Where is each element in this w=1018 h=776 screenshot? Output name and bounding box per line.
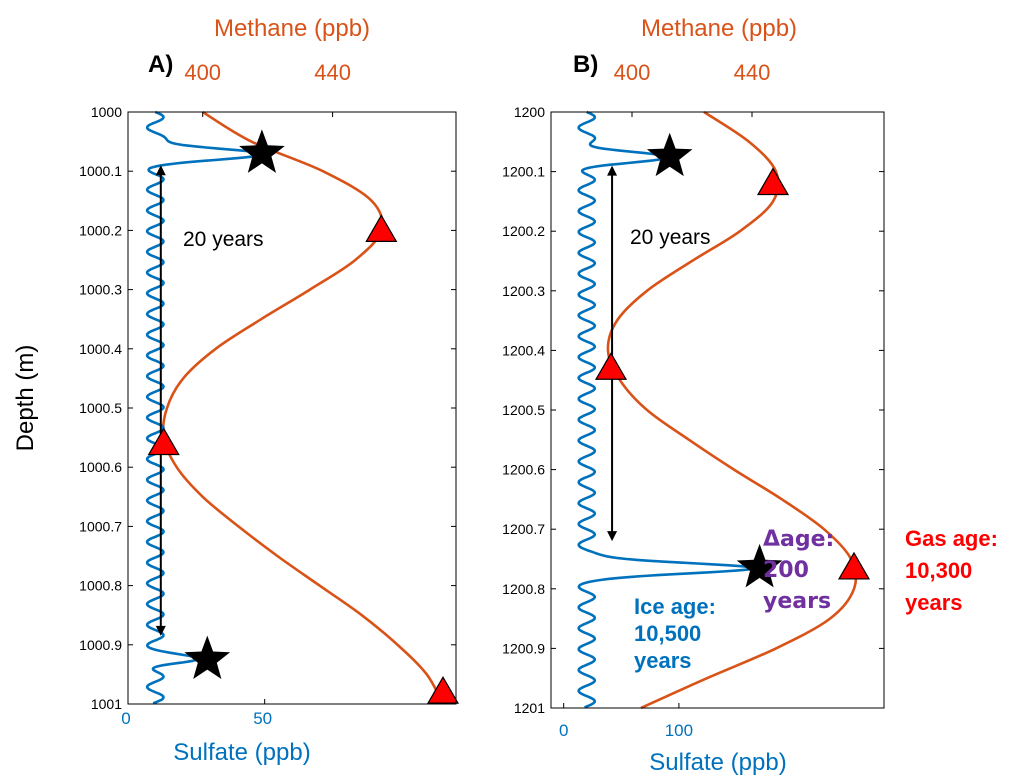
panel-a-y-tick-label: 1000.8 [79, 578, 122, 594]
ice-age-label: Ice age: 10,500 years [634, 594, 716, 673]
panel-a-methane-line [161, 110, 445, 705]
panel-a: A) Methane (ppb) Sulfate (ppb) 1000 1000.… [79, 15, 460, 766]
panel-a-sulfate-line [145, 110, 264, 705]
panel-b-sulfate-line [577, 110, 755, 709]
panel-b-methane-axis-label: Methane (ppb) [641, 15, 797, 42]
panel-b-methane-triangle [756, 167, 790, 196]
panel-a-y-tick-label: 1000.7 [79, 518, 122, 534]
panel-b-y-tick-label: 1200.4 [502, 342, 545, 358]
panel-a-sulfate-star [184, 635, 231, 679]
panel-a-y-tick-label: 1000.1 [79, 163, 122, 179]
panel-b-y-tick-label: 1200.8 [502, 581, 545, 597]
panel-b-y-tick-label: 1200.5 [502, 402, 545, 418]
panel-a-y-tick-label: 1001 [91, 696, 122, 712]
ice-age-line-2: 10,500 [634, 621, 701, 646]
panel-b-y-tick-label: 1200 [514, 104, 545, 120]
panel-a-y-tick-label: 1000.9 [79, 637, 122, 653]
panel-b-y-tick-label: 1200.7 [502, 521, 545, 537]
panel-a-twenty-years: 20 years [183, 228, 264, 251]
panel-a-sulfate-axis-label: Sulfate (ppb) [173, 739, 310, 766]
panel-b-methane-line [606, 110, 858, 710]
panel-b-methane-triangle [837, 551, 871, 580]
panel-b-arrowhead-bottom [607, 531, 618, 542]
panel-a-methane-axis-label: Methane (ppb) [214, 15, 370, 42]
dage-line-3: years [763, 589, 831, 614]
dage-line-2: 200 [763, 558, 809, 583]
panel-a-y-tick-label: 1000.5 [79, 400, 122, 416]
panel-b-y-tick-label: 1200.2 [502, 223, 545, 239]
panel-b-plot: 1200 1200.1 1200.2 1200.3 1200.4 1200.5 1200.6… [502, 60, 885, 740]
panel-a-plot: 1000 1000.1 1000.2 1000.3 1000.4 1000.5 1000.6… [79, 60, 460, 728]
panel-a-methane-triangle [147, 427, 180, 456]
panel-a-sulfate-tick-label: 50 [253, 709, 272, 728]
panel-b: B) Methane (ppb) Sulfate (ppb) 1200 1200.… [502, 15, 998, 776]
panel-a-methane-triangle [365, 214, 398, 242]
panel-a-sulfate-star [239, 129, 285, 173]
panel-b-methane-tick-label: 400 [614, 60, 651, 85]
panel-b-frame [550, 111, 885, 709]
panel-a-methane-tick-label: 400 [184, 60, 221, 85]
panel-a-arrowhead-bottom [155, 625, 166, 636]
panel-b-y-tick-label: 1200.3 [502, 283, 545, 299]
panel-b-arrowhead-top [607, 165, 618, 176]
panel-b-methane-triangle [594, 352, 628, 380]
gas-age-label: Gas age: 10,300 years [905, 526, 998, 615]
panel-b-y-tick-label: 1200.9 [502, 640, 545, 656]
panel-a-methane-tick-label: 440 [314, 60, 351, 85]
panel-a-frame [127, 111, 457, 705]
panel-a-sulfate-tick-label: 0 [121, 709, 130, 728]
panel-a-y-tick-label: 1000.4 [79, 341, 122, 357]
panel-b-y-tick-label: 1200.6 [502, 462, 545, 478]
panel-a-arrowhead-top [155, 165, 166, 176]
panel-a-y-tick-label: 1000.6 [79, 459, 122, 475]
panel-b-twenty-years: 20 years [630, 226, 711, 249]
ice-age-line-3: years [634, 648, 692, 673]
panel-b-sulfate-tick-label: 100 [665, 721, 693, 740]
dage-line-1: Δage: [763, 527, 834, 552]
panel-b-sulfate-star [646, 132, 693, 177]
panel-b-y-tick-label: 1200.1 [502, 164, 545, 180]
gas-age-line-3: years [905, 590, 963, 615]
panel-a-label: A) [148, 51, 173, 78]
panel-b-y-tick-label: 1201 [514, 700, 545, 716]
panel-b-label: B) [573, 51, 598, 78]
panel-a-methane-triangle [426, 675, 460, 704]
ice-age-line-1: Ice age: [634, 594, 716, 619]
panel-a-y-tick-label: 1000.2 [79, 222, 122, 238]
y-axis-label: Depth (m) [12, 345, 39, 452]
dage-label: Δage: 200 years [763, 527, 834, 614]
gas-age-line-1: Gas age: [905, 526, 998, 551]
panel-b-sulfate-tick-label: 0 [559, 721, 568, 740]
panel-a-y-tick-label: 1000.3 [79, 282, 122, 298]
panel-b-methane-tick-label: 440 [734, 60, 771, 85]
gas-age-line-2: 10,300 [905, 558, 972, 583]
panel-b-sulfate-star [736, 543, 783, 588]
panel-b-sulfate-axis-label: Sulfate (ppb) [649, 749, 786, 776]
panel-a-y-tick-label: 1000 [91, 104, 122, 120]
